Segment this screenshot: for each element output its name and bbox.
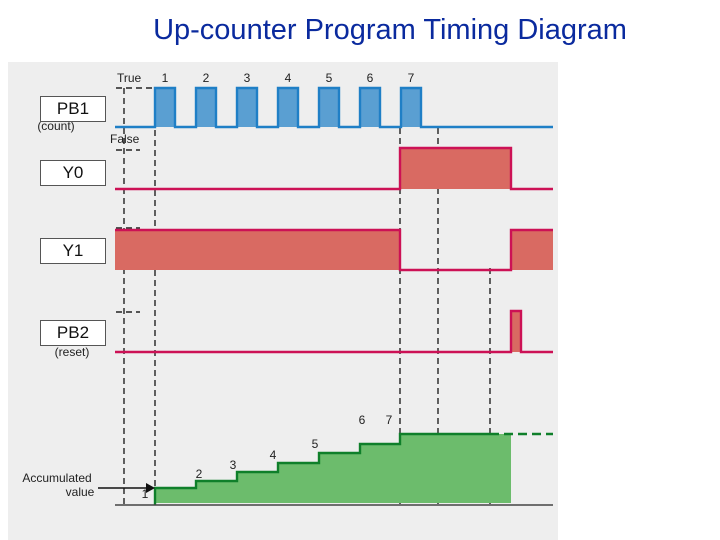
pulse-number-3: 3 — [244, 71, 251, 85]
acc-fill — [155, 434, 511, 503]
count-number-3: 3 — [230, 458, 237, 472]
pb2-label: PB2 — [40, 320, 106, 346]
pb1-signal-line — [115, 86, 553, 129]
pb2-pulse-fill — [511, 311, 521, 352]
pb1-waveform — [115, 86, 553, 129]
pulse-number-5: 5 — [326, 71, 333, 85]
y0-signal-line — [115, 146, 553, 191]
y1-signal-line — [115, 228, 553, 272]
y1-on-fill-before — [115, 230, 400, 270]
count-number-5: 5 — [312, 437, 319, 451]
y0-label: Y0 — [40, 160, 106, 186]
y1-on-fill-after — [511, 230, 553, 270]
y0-on-fill — [400, 148, 511, 189]
count-number-7: 7 — [386, 413, 393, 427]
count-number-1: 1 — [142, 487, 149, 501]
count-number-2: 2 — [196, 467, 203, 481]
pb2-waveform — [115, 309, 553, 354]
count-numbers: 1 2 3 4 5 6 7 — [142, 413, 393, 501]
pulse-number-4: 4 — [285, 71, 292, 85]
pb2-sublabel: (reset) — [55, 345, 90, 359]
y0-waveform — [115, 146, 553, 191]
pb1-pulse-fill — [155, 88, 421, 127]
acc-label-line2: value — [66, 485, 95, 499]
pb2-signal-line — [115, 309, 553, 354]
pulse-number-2: 2 — [203, 71, 210, 85]
acc-waveform — [98, 432, 553, 506]
acc-label-line1: Accumulated — [22, 471, 91, 485]
count-number-6: 6 — [359, 413, 366, 427]
y1-waveform — [115, 228, 553, 272]
acc-signal-line — [153, 432, 490, 505]
pb1-sublabel: (count) — [37, 119, 74, 133]
pulse-number-7: 7 — [408, 71, 415, 85]
pulse-numbers: 1 2 3 4 5 6 7 — [162, 71, 415, 85]
false-label: False — [110, 132, 140, 146]
page-title: Up-counter Program Timing Diagram — [153, 14, 627, 46]
pulse-number-1: 1 — [162, 71, 169, 85]
pulse-number-6: 6 — [367, 71, 374, 85]
count-number-4: 4 — [270, 448, 277, 462]
acc-arrow-head — [146, 483, 155, 493]
pb1-label: PB1 — [40, 96, 106, 122]
y1-label: Y1 — [40, 238, 106, 264]
true-label: True — [117, 71, 142, 85]
